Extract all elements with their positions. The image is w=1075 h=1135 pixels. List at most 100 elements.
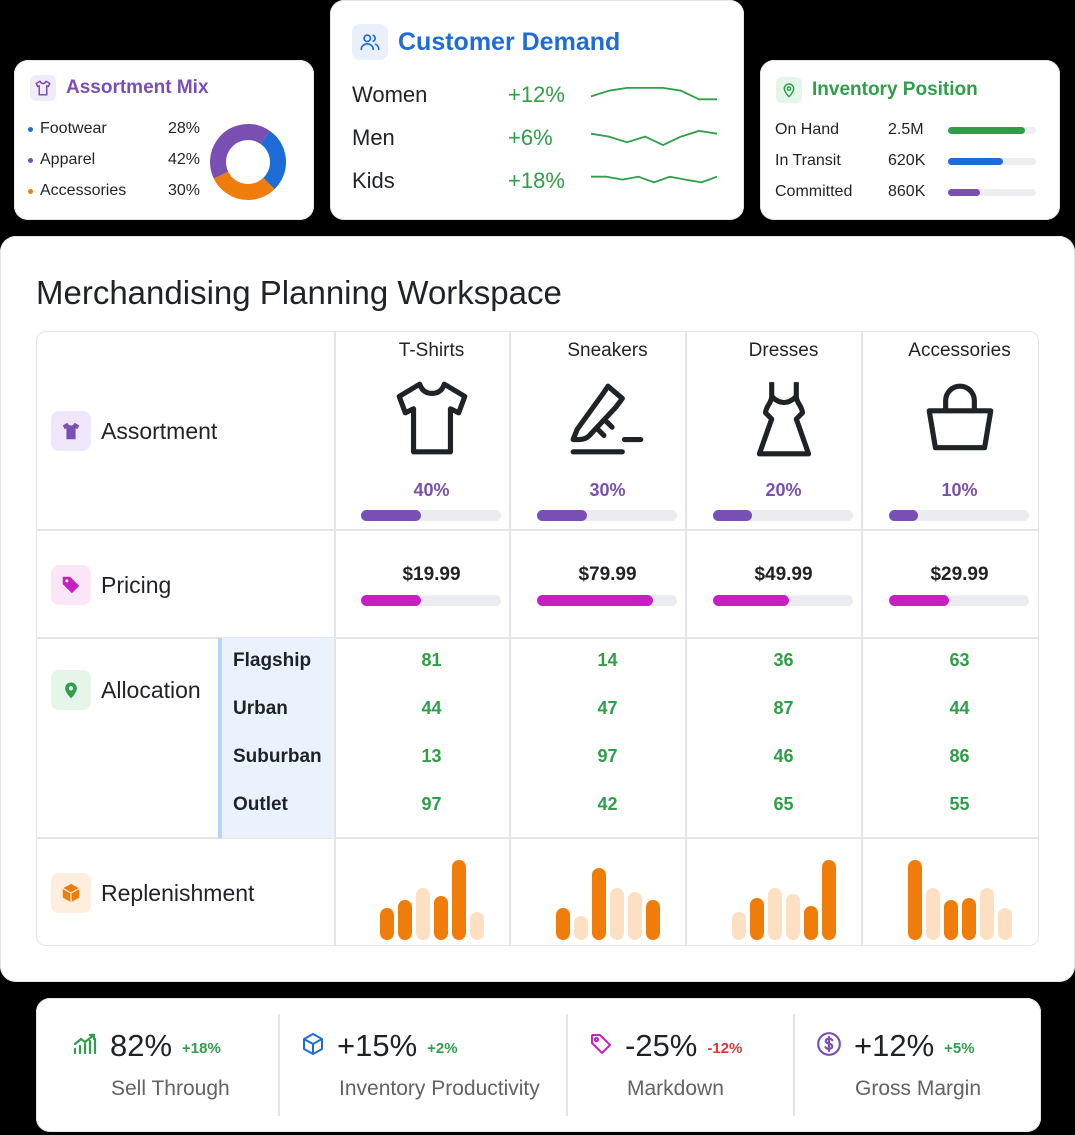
- mix-label: Footwear: [40, 120, 107, 137]
- replenishment-chart-tshirts: [344, 852, 519, 940]
- allocation-cell[interactable]: 87: [773, 698, 794, 718]
- replenishment-bar: [785, 894, 800, 940]
- replenishment-bar: [433, 896, 448, 940]
- tshirt-icon: [344, 378, 519, 460]
- demand-label: Women: [352, 82, 428, 107]
- price-sneakers[interactable]: $79.99: [578, 564, 637, 585]
- inventory-position-title: Inventory Position: [812, 79, 978, 100]
- grid-divider: [37, 637, 1038, 639]
- tag-icon: [589, 1032, 613, 1061]
- page-title: Merchandising Planning Workspace: [36, 274, 562, 311]
- inventory-position-card: Inventory Position On Hand 2.5M In Trans…: [760, 60, 1060, 220]
- replenishment-bar: [979, 888, 994, 940]
- demand-row-kids: Kids +18%: [352, 168, 720, 194]
- replenishment-bar: [591, 868, 606, 940]
- replenishment-bar: [907, 860, 922, 940]
- column-header-sneakers: Sneakers: [567, 340, 648, 361]
- replenishment-bar: [573, 916, 588, 940]
- kpi-delta: +2%: [427, 1039, 458, 1057]
- grid-divider: [334, 332, 336, 945]
- replenishment-bar: [749, 898, 764, 940]
- kpi-label: Sell Through: [111, 1077, 230, 1100]
- inventory-position-header: Inventory Position: [776, 77, 978, 103]
- demand-sparkline-kids: [591, 175, 718, 184]
- kpi-divider: [566, 1014, 568, 1116]
- store-flagship: Flagship: [233, 650, 312, 671]
- replenishment-bar: [379, 908, 394, 940]
- allocation-cell[interactable]: 36: [773, 650, 794, 670]
- replenishment-chart-sneakers: [520, 852, 695, 940]
- allocation-cell[interactable]: 55: [949, 794, 970, 814]
- assortment-share: 30%: [589, 480, 626, 500]
- donut-slice-footwear: [210, 124, 286, 200]
- kpi-delta: -12%: [707, 1039, 743, 1057]
- assortment-mix-title: Assortment Mix: [66, 77, 209, 98]
- price-bar: [361, 595, 501, 606]
- replenishment-bar: [555, 908, 570, 940]
- replenishment-bar: [997, 908, 1012, 940]
- accessories-dot: [28, 188, 33, 194]
- allocation-cell[interactable]: 14: [597, 650, 618, 670]
- kpi-label: Markdown: [627, 1077, 724, 1100]
- sneaker-icon: [520, 378, 695, 460]
- assortment-mix-card: Assortment Mix Footwear 28% Apparel 42% …: [14, 60, 314, 220]
- row-label-replenishment: Replenishment: [101, 879, 255, 906]
- customer-demand-title: Customer Demand: [398, 27, 621, 56]
- kpi-label: Inventory Productivity: [339, 1077, 540, 1100]
- kpi-markdown: -25% -12% Markdown: [567, 998, 793, 1132]
- price-accessories[interactable]: $29.99: [930, 564, 989, 585]
- column-header-tshirts: T-Shirts: [398, 340, 465, 361]
- allocation-cell[interactable]: 44: [949, 698, 970, 718]
- replenishment-bar: [609, 888, 624, 940]
- dress-icon: [696, 378, 871, 460]
- grid-divider: [685, 332, 687, 945]
- price-dresses[interactable]: $49.99: [754, 564, 813, 585]
- allocation-cell[interactable]: 13: [421, 746, 442, 766]
- kpi-value: +12%: [854, 1028, 935, 1063]
- allocation-cell[interactable]: 65: [773, 794, 794, 814]
- grid-divider: [37, 837, 1038, 839]
- kpi-top: 82% +18%: [72, 1028, 221, 1064]
- kpi-top: -25% -12%: [589, 1028, 742, 1064]
- allocation-cell[interactable]: 47: [597, 698, 618, 718]
- kpi-divider: [278, 1014, 280, 1116]
- allocation-cell[interactable]: 97: [421, 794, 442, 814]
- assortment-share: 10%: [941, 480, 978, 500]
- customer-demand-card: Customer Demand Women +12% Men +6% Kids …: [330, 0, 744, 220]
- mix-pct: 42%: [167, 151, 200, 168]
- replenishment-bar: [415, 888, 430, 940]
- assortment-bar: [537, 510, 677, 521]
- allocation-cell[interactable]: 44: [421, 698, 442, 718]
- inventory-bar-fill: [948, 188, 980, 196]
- kpi-delta: +5%: [944, 1039, 975, 1057]
- allocation-cell[interactable]: 86: [949, 746, 970, 766]
- inventory-bar-track: [948, 157, 1036, 165]
- allocation-cell[interactable]: 81: [421, 650, 442, 670]
- price-tshirts[interactable]: $19.99: [402, 564, 461, 585]
- inventory-label: In Transit: [775, 152, 841, 169]
- grid-divider: [861, 332, 863, 945]
- shirt-icon: [51, 411, 91, 451]
- allocation-cell[interactable]: 97: [597, 746, 618, 766]
- inventory-bar-fill: [948, 126, 1025, 134]
- allocation-cell[interactable]: 46: [773, 746, 794, 766]
- allocation-cell[interactable]: 42: [597, 794, 618, 814]
- mix-row-apparel: Apparel 42%: [28, 151, 200, 169]
- assortment-bar-fill: [889, 510, 919, 521]
- demand-label: Men: [352, 125, 395, 150]
- store-suburban: Suburban: [233, 746, 322, 767]
- replenishment-bar: [451, 860, 466, 940]
- demand-value: +6%: [508, 125, 553, 150]
- grid-divider: [37, 529, 1038, 531]
- kpi-value: 82%: [110, 1028, 173, 1063]
- shirt-icon: [30, 75, 56, 101]
- location-pin-icon: [51, 670, 91, 710]
- price-bar-fill: [713, 595, 789, 606]
- replenishment-bar: [961, 898, 976, 940]
- kpi-delta: +18%: [182, 1039, 221, 1057]
- price-bar: [713, 595, 853, 606]
- replenishment-bar: [821, 860, 836, 940]
- column-header-dresses: Dresses: [748, 340, 819, 361]
- kpi-gross-margin: +12% +5% Gross Margin: [794, 998, 1041, 1132]
- allocation-cell[interactable]: 63: [949, 650, 970, 670]
